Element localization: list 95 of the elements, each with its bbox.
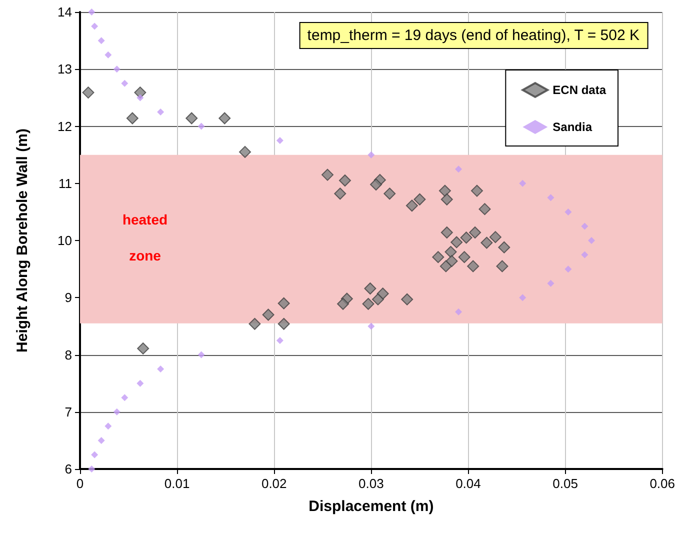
point [239, 146, 251, 158]
point [581, 222, 588, 230]
point [469, 226, 482, 239]
point [198, 351, 205, 358]
point [248, 318, 261, 330]
point [467, 260, 480, 272]
point [121, 394, 128, 402]
point [88, 466, 96, 472]
point [88, 8, 96, 16]
point [368, 322, 375, 330]
point [157, 366, 164, 373]
point [372, 293, 384, 306]
point [113, 66, 120, 73]
point [460, 232, 472, 244]
point [581, 251, 588, 258]
point [198, 122, 205, 130]
point [278, 318, 290, 330]
y-tick-label: 9 [64, 290, 72, 306]
point [547, 194, 554, 202]
point [414, 193, 426, 206]
point [368, 151, 375, 158]
point [458, 251, 470, 264]
y-tick-label: 6 [64, 462, 72, 476]
point [276, 336, 284, 344]
point [438, 184, 451, 197]
point [278, 297, 290, 310]
point [480, 236, 493, 249]
y-axis-title: Height Along Borehole Wall (m) [14, 128, 31, 352]
point [186, 112, 198, 124]
point [519, 180, 526, 187]
point [564, 266, 572, 273]
point [104, 51, 112, 58]
legend-label: ECN data [552, 83, 606, 97]
point [547, 280, 554, 287]
point [470, 184, 483, 197]
x-tick-label: 0.03 [358, 476, 384, 491]
x-tick-label: 0.05 [552, 476, 578, 491]
point [432, 251, 444, 264]
point [444, 246, 457, 258]
point [136, 380, 144, 387]
point [564, 208, 572, 216]
legend-label: Sandia [552, 120, 592, 134]
point [121, 80, 128, 87]
point [478, 203, 491, 216]
y-tick-label: 10 [58, 233, 72, 248]
x-tick-label: 0.04 [456, 476, 481, 491]
x-axis-title: Displacement (m) [308, 498, 434, 515]
point [91, 451, 98, 458]
point [218, 112, 231, 124]
annotation: heated [122, 212, 168, 228]
y-tick-label: 14 [58, 4, 72, 20]
point [91, 22, 98, 30]
point [364, 282, 376, 294]
x-tick-label: 0.02 [261, 476, 287, 491]
y-tick-label: 13 [58, 62, 72, 77]
point [362, 298, 374, 310]
point [440, 226, 453, 239]
point [98, 436, 105, 444]
point [276, 137, 284, 144]
x-tick-label: 0.01 [164, 476, 190, 491]
point [440, 260, 452, 272]
point [384, 188, 396, 200]
point [137, 342, 150, 354]
point [588, 237, 595, 244]
y-tick-label: 8 [64, 347, 72, 362]
point [489, 231, 502, 244]
point [401, 293, 414, 306]
point [262, 308, 274, 321]
point [519, 294, 526, 302]
point [82, 86, 94, 99]
point [498, 241, 510, 254]
point [440, 193, 453, 206]
point [450, 236, 463, 248]
x-tick-label: 0 [76, 476, 84, 491]
point [157, 108, 164, 116]
text: temp_therm = 19 days (end of heating), T = 502 K [307, 27, 640, 44]
point [136, 94, 144, 102]
y-tick-label: 12 [58, 118, 72, 134]
point [104, 422, 112, 430]
x-tick-label: 0.06 [650, 476, 676, 491]
point [337, 298, 350, 310]
point [98, 37, 105, 44]
point [126, 112, 138, 124]
point [113, 408, 120, 416]
point [370, 178, 382, 191]
point [455, 166, 462, 173]
point [455, 308, 462, 316]
point [406, 200, 418, 212]
y-tick-label: 7 [64, 404, 72, 420]
point [322, 168, 334, 181]
y-tick-label: 11 [58, 176, 72, 191]
point [338, 174, 351, 187]
point [334, 188, 346, 200]
annotation: zone [129, 248, 162, 264]
point [496, 260, 508, 272]
